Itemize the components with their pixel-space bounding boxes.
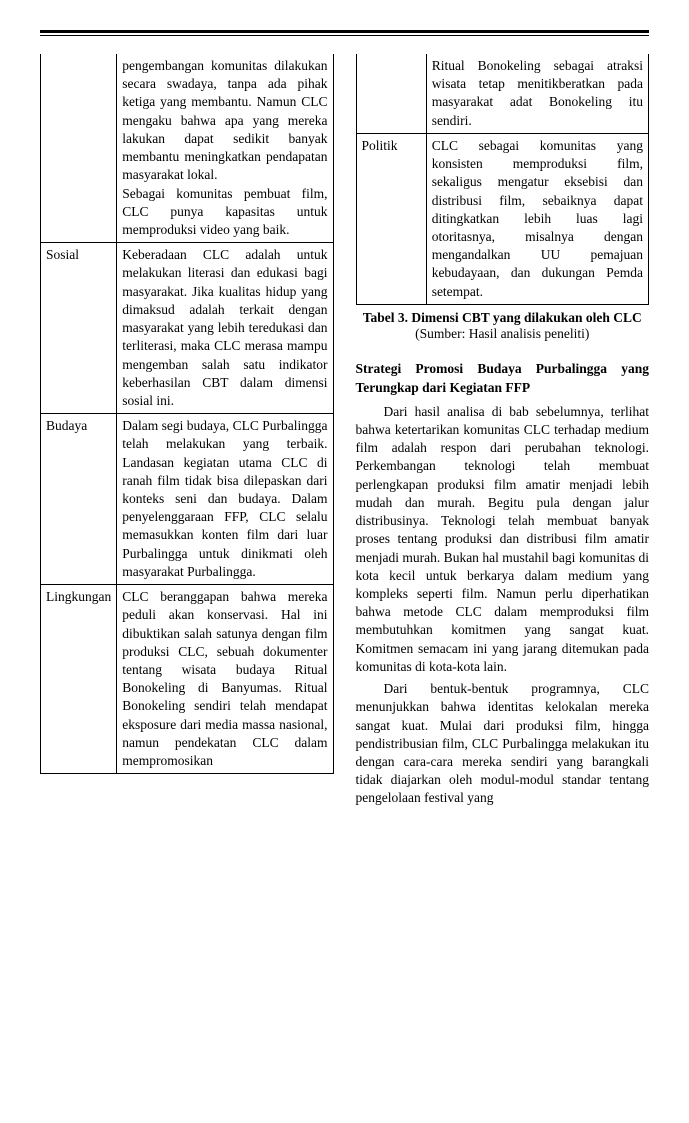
dim-text: CLC beranggapan bahwa mereka peduli akan… (117, 585, 333, 774)
dim-text: CLC sebagai komunitas yang konsisten mem… (426, 133, 648, 304)
cbt-table-right: Ritual Bonokeling sebagai atraksi wisata… (356, 54, 650, 305)
dim-label: Budaya (41, 414, 117, 585)
page: pengembangan komunitas dilakukan secara … (0, 0, 689, 842)
dim-label: Politik (356, 133, 426, 304)
left-column: pengembangan komunitas dilakukan secara … (40, 54, 334, 812)
table-caption-title: Tabel 3. Dimensi CBT yang dilakukan oleh… (356, 309, 650, 327)
table-row: Ritual Bonokeling sebagai atraksi wisata… (356, 54, 649, 133)
table-row: Budaya Dalam segi budaya, CLC Purbalingg… (41, 414, 334, 585)
table-row: Sosial Keberadaan CLC adalah untuk melak… (41, 243, 334, 414)
cbt-table-left: pengembangan komunitas dilakukan secara … (40, 54, 334, 774)
dim-label: Lingkungan (41, 585, 117, 774)
body-paragraph: Dari bentuk-bentuk programnya, CLC menun… (356, 680, 650, 808)
body-paragraph: Dari hasil analisa di bab sebelumnya, te… (356, 403, 650, 676)
dim-label: Sosial (41, 243, 117, 414)
dim-text: pengembangan komunitas dilakukan secara … (117, 54, 333, 243)
two-column-layout: pengembangan komunitas dilakukan secara … (40, 54, 649, 812)
table-caption-source: (Sumber: Hasil analisis peneliti) (356, 326, 650, 342)
right-column: Ritual Bonokeling sebagai atraksi wisata… (356, 54, 650, 812)
dim-text: Ritual Bonokeling sebagai atraksi wisata… (426, 54, 648, 133)
table-row: Lingkungan CLC beranggapan bahwa mereka … (41, 585, 334, 774)
top-rule (40, 30, 649, 36)
table-row: pengembangan komunitas dilakukan secara … (41, 54, 334, 243)
dim-label (41, 54, 117, 243)
table-row: Politik CLC sebagai komunitas yang konsi… (356, 133, 649, 304)
dim-text: Keberadaan CLC adalah untuk melakukan li… (117, 243, 333, 414)
dim-text: Dalam segi budaya, CLC Purbalingga telah… (117, 414, 333, 585)
dim-label (356, 54, 426, 133)
section-heading: Strategi Promosi Budaya Purbalingga yang… (356, 360, 650, 396)
